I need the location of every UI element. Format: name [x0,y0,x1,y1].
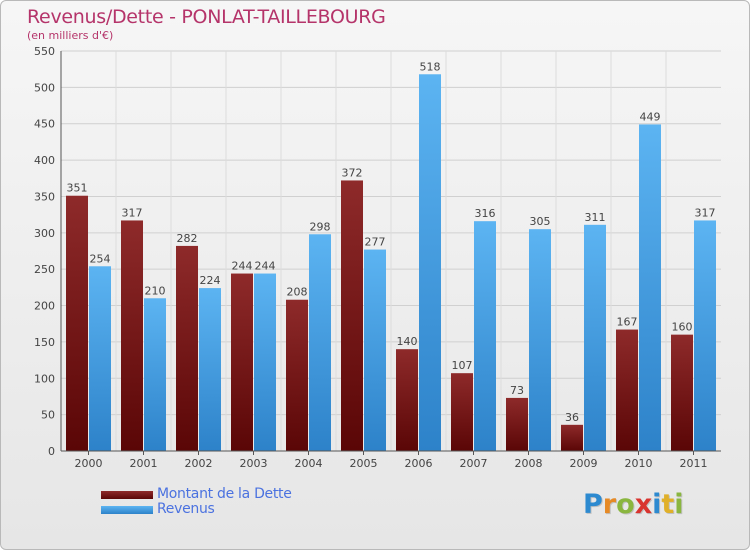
x-tick-label-2010: 2010 [625,457,653,470]
legend-swatch-debt [101,491,153,499]
bar-layer [66,74,716,452]
y-tick-label: 0 [48,445,55,458]
data-label-debt-2006: 140 [397,335,418,348]
y-tick-label: 500 [34,81,55,94]
bar-debt-2002 [176,245,198,451]
bar-revenus-2001 [144,298,166,451]
data-label-revenus-2006: 518 [420,60,441,73]
bar-debt-2001 [121,220,143,451]
bar-debt-2008 [506,397,528,451]
x-tick-label-2001: 2001 [130,457,158,470]
data-label-revenus-2009: 311 [585,211,606,224]
y-tick-label: 100 [34,372,55,385]
bar-revenus-2010 [639,124,661,452]
data-label-debt-2010: 167 [617,316,638,329]
bar-debt-2006 [396,349,418,451]
bar-debt-2000 [66,195,88,451]
data-label-debt-2011: 160 [672,321,693,334]
data-label-revenus-2001: 210 [145,284,166,297]
chart-subtitle: (en milliers d'€) [27,29,114,42]
data-label-revenus-2008: 305 [530,215,551,228]
proxiti-logo: Proxiti [583,489,684,520]
bar-debt-2005 [341,180,363,452]
data-label-revenus-2007: 316 [475,207,496,220]
x-tick-label-2003: 2003 [240,457,268,470]
bar-debt-2010 [616,329,638,451]
data-label-revenus-2011: 317 [695,206,716,219]
data-label-debt-2007: 107 [452,359,473,372]
data-label-debt-2009: 36 [565,411,579,424]
data-label-debt-2002: 282 [177,232,198,245]
x-tick-label-2011: 2011 [680,457,708,470]
grid-layer [61,50,721,451]
bar-debt-2011 [671,334,693,451]
legend-label-revenus: Revenus [157,501,215,517]
data-label-revenus-2000: 254 [90,252,111,265]
y-tick-label: 200 [34,300,55,313]
data-label-debt-2008: 73 [510,384,524,397]
data-label-debt-2004: 208 [287,286,308,299]
bar-revenus-2008 [529,229,551,451]
y-tick-label: 550 [34,45,55,58]
label-layer: 351 254 317 210 282 224 244 244 208 298 372 277 140 5… [67,60,716,424]
x-tick-label-2006: 2006 [405,457,433,470]
bar-revenus-2002 [199,288,221,451]
data-label-revenus-2003: 244 [255,260,276,273]
bar-revenus-2003 [254,273,276,451]
bar-revenus-2005 [364,249,386,451]
data-label-debt-2001: 317 [122,206,143,219]
data-label-revenus-2002: 224 [200,274,221,287]
data-label-revenus-2005: 277 [365,236,386,249]
y-tick-label: 250 [34,263,55,276]
y-tick-label: 150 [34,336,55,349]
data-label-debt-2003: 244 [232,260,253,273]
chart-title: Revenus/Dette - PONLAT-TAILLEBOURG [27,6,386,28]
bar-debt-2003 [231,273,253,451]
x-tick-label-2007: 2007 [460,457,488,470]
x-tick-label-2000: 2000 [75,457,103,470]
legend-label-debt: Montant de la Dette [157,486,292,502]
y-tick-label: 50 [41,409,55,422]
y-tick-label: 400 [34,154,55,167]
y-tick-label: 350 [34,190,55,203]
bar-debt-2009 [561,424,583,451]
axis-layer: 0 50 100 150 200 250 300 350 400 450 500 550 2000 200… [34,45,721,470]
bar-revenus-2011 [694,220,716,451]
bar-revenus-2009 [584,224,606,451]
data-label-debt-2005: 372 [342,166,363,179]
y-tick-label: 450 [34,118,55,131]
bar-debt-2004 [286,299,308,451]
legend-swatch-revenus [101,506,153,514]
x-tick-label-2002: 2002 [185,457,213,470]
bar-revenus-2000 [89,266,111,451]
data-label-revenus-2010: 449 [640,110,661,123]
data-label-debt-2000: 351 [67,182,88,195]
x-tick-label-2008: 2008 [515,457,543,470]
y-tick-label: 300 [34,227,55,240]
bar-revenus-2007 [474,221,496,451]
bar-debt-2007 [451,373,473,451]
data-label-revenus-2004: 298 [310,220,331,233]
x-tick-label-2004: 2004 [295,457,323,470]
x-tick-label-2009: 2009 [570,457,598,470]
bar-revenus-2006 [419,74,441,451]
bar-revenus-2004 [309,234,331,451]
x-tick-label-2005: 2005 [350,457,378,470]
